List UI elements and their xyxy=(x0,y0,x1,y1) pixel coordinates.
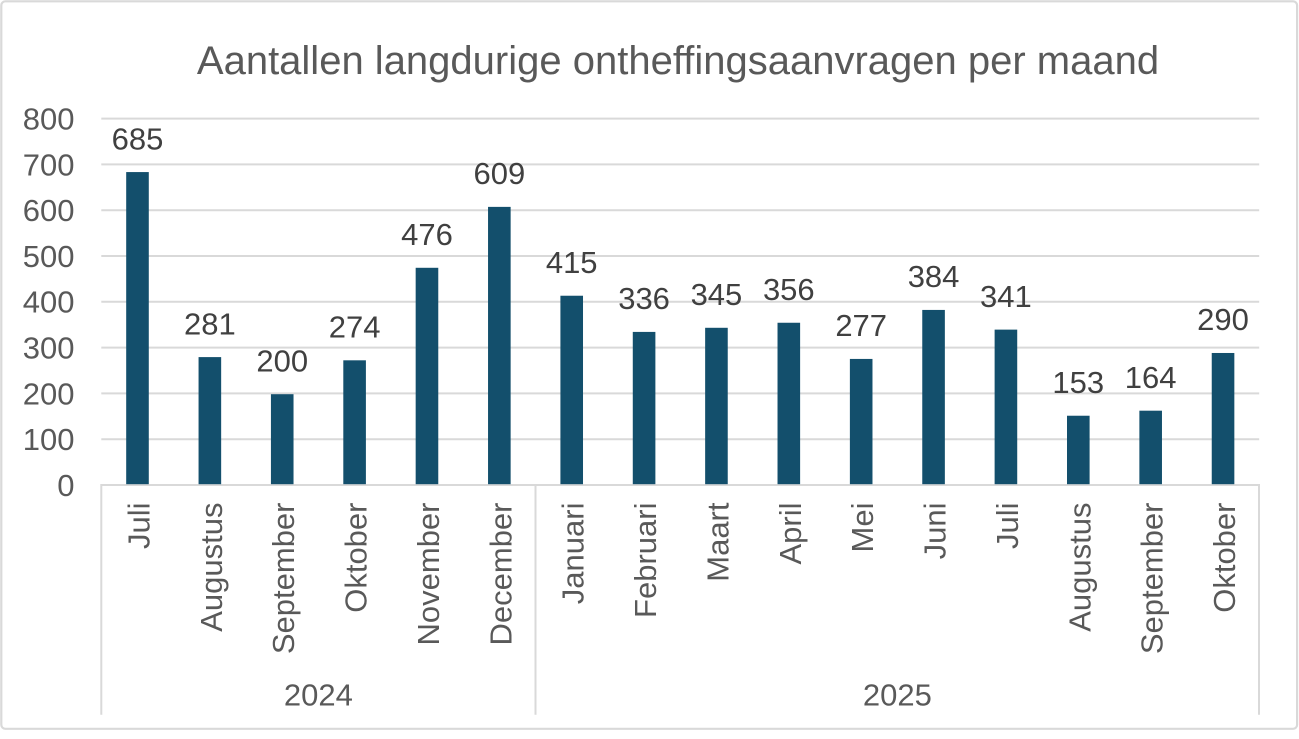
svg-text:356: 356 xyxy=(763,272,815,307)
svg-text:Augustus: Augustus xyxy=(1062,503,1097,632)
svg-text:300: 300 xyxy=(23,330,75,365)
svg-text:345: 345 xyxy=(691,277,743,312)
svg-text:Mei: Mei xyxy=(845,503,880,553)
svg-text:281: 281 xyxy=(184,306,236,341)
svg-text:415: 415 xyxy=(546,245,598,280)
svg-text:800: 800 xyxy=(23,101,75,136)
svg-text:290: 290 xyxy=(1197,302,1249,337)
svg-text:200: 200 xyxy=(256,343,308,378)
svg-text:500: 500 xyxy=(23,239,75,274)
svg-text:Februari: Februari xyxy=(628,503,663,618)
svg-text:Juni: Juni xyxy=(918,503,953,560)
svg-text:384: 384 xyxy=(908,259,960,294)
svg-text:164: 164 xyxy=(1125,360,1177,395)
svg-text:April: April xyxy=(773,503,808,565)
svg-text:0: 0 xyxy=(57,468,74,503)
svg-text:274: 274 xyxy=(329,310,381,345)
svg-text:Aantallen langdurige ontheffin: Aantallen langdurige ontheffingsaanvrage… xyxy=(197,39,1159,83)
svg-text:Oktober: Oktober xyxy=(339,503,374,613)
svg-text:Juli: Juli xyxy=(121,503,156,550)
svg-text:100: 100 xyxy=(23,422,75,457)
svg-text:September: September xyxy=(1135,503,1170,655)
svg-text:336: 336 xyxy=(618,281,670,316)
svg-text:476: 476 xyxy=(401,217,453,252)
svg-text:2024: 2024 xyxy=(284,678,353,713)
svg-text:Januari: Januari xyxy=(556,503,591,605)
svg-text:September: September xyxy=(266,503,301,655)
svg-text:277: 277 xyxy=(835,308,887,343)
svg-text:Oktober: Oktober xyxy=(1207,503,1242,613)
svg-text:December: December xyxy=(483,503,518,646)
svg-text:Juli: Juli xyxy=(990,503,1025,550)
svg-text:600: 600 xyxy=(23,193,75,228)
svg-text:341: 341 xyxy=(980,279,1032,314)
svg-text:November: November xyxy=(411,503,446,646)
svg-text:400: 400 xyxy=(23,285,75,320)
svg-text:153: 153 xyxy=(1052,365,1104,400)
svg-text:Maart: Maart xyxy=(700,502,735,582)
svg-text:700: 700 xyxy=(23,147,75,182)
svg-text:Augustus: Augustus xyxy=(194,503,229,632)
svg-text:2025: 2025 xyxy=(863,678,932,713)
svg-text:609: 609 xyxy=(473,156,525,191)
svg-text:200: 200 xyxy=(23,376,75,411)
svg-text:685: 685 xyxy=(112,121,164,156)
